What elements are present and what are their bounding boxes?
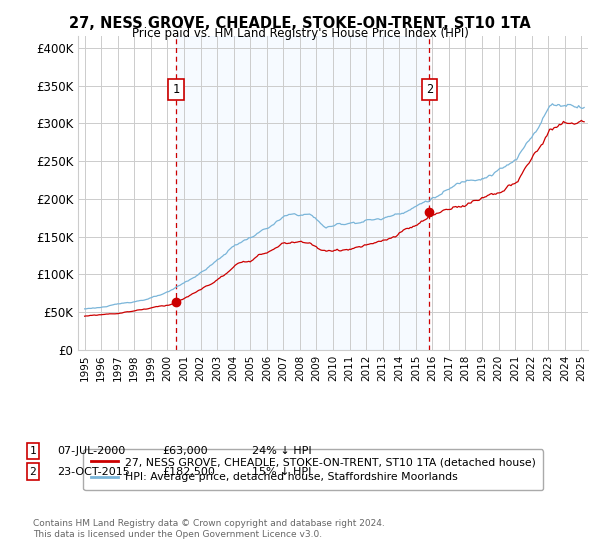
Legend: 27, NESS GROVE, CHEADLE, STOKE-ON-TRENT, ST10 1TA (detached house), HPI: Average: 27, NESS GROVE, CHEADLE, STOKE-ON-TRENT,… <box>83 450 543 490</box>
Text: Contains HM Land Registry data © Crown copyright and database right 2024.
This d: Contains HM Land Registry data © Crown c… <box>33 520 385 539</box>
Text: Price paid vs. HM Land Registry's House Price Index (HPI): Price paid vs. HM Land Registry's House … <box>131 27 469 40</box>
Text: 07-JUL-2000: 07-JUL-2000 <box>57 446 125 456</box>
Text: 15% ↓ HPI: 15% ↓ HPI <box>252 466 311 477</box>
Text: 23-OCT-2015: 23-OCT-2015 <box>57 466 130 477</box>
Text: 27, NESS GROVE, CHEADLE, STOKE-ON-TRENT, ST10 1TA: 27, NESS GROVE, CHEADLE, STOKE-ON-TRENT,… <box>69 16 531 31</box>
Text: 1: 1 <box>172 83 179 96</box>
Text: 24% ↓ HPI: 24% ↓ HPI <box>252 446 311 456</box>
Text: £63,000: £63,000 <box>162 446 208 456</box>
Text: 2: 2 <box>29 466 37 477</box>
Text: 2: 2 <box>425 83 433 96</box>
Bar <box>176 36 429 350</box>
Text: £182,500: £182,500 <box>162 466 215 477</box>
Text: 1: 1 <box>29 446 37 456</box>
